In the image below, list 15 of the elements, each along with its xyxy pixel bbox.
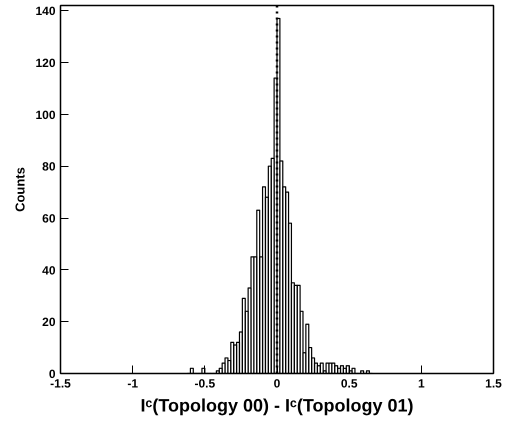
x-tick-label: 1 [418, 376, 425, 390]
y-tick-label: 100 [35, 108, 56, 122]
x-tick-label: 1.5 [485, 376, 502, 390]
y-tick-label: 20 [42, 315, 56, 330]
y-tick-label: 80 [42, 160, 56, 174]
y-tick-label: 140 [35, 4, 56, 18]
x-tick-label: 0 [274, 376, 281, 390]
x-tick-label: 0.5 [340, 376, 358, 390]
y-tick-label: 40 [42, 263, 56, 278]
y-axis-title: Counts [12, 167, 28, 212]
x-axis-title: Iᶜ(Topology 00) - Iᶜ(Topology 01) [140, 396, 414, 416]
y-tick-label: 120 [35, 56, 56, 70]
x-tick-label: -0.5 [194, 376, 216, 390]
x-tick-label: -1 [127, 376, 138, 390]
y-tick-label: 60 [42, 212, 56, 226]
